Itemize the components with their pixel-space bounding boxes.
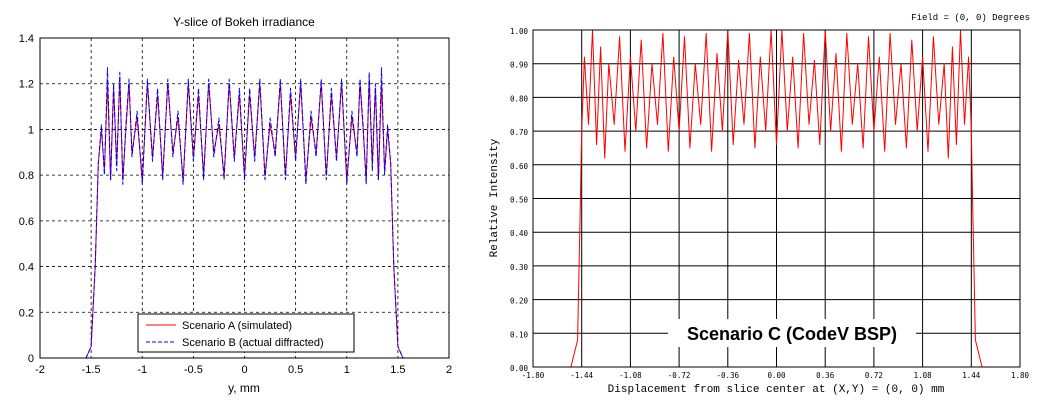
y-tick-label: 0.60 [510,162,529,171]
x-tick-label: 1.44 [962,371,981,380]
legend-label-scenario-b: Scenario B (actual diffracted) [182,337,324,349]
series-line-1 [533,29,1020,368]
x-tick-label: 0.00 [767,371,786,380]
right-x-axis-label: Displacement from slice center at (X,Y) … [608,384,945,396]
y-tick-label: 0.10 [510,330,529,339]
y-tick-label: 0.4 [19,262,34,274]
y-tick-label: 0.00 [510,364,529,373]
right-series-group [533,29,1020,368]
y-tick-label: 0.6 [19,216,34,228]
right-x-tick-labels: -1.80 -1.44 -1.08 -0.72 -0.36 0.00 0.36 0.72 1.0… [522,371,1030,380]
field-note: Field = (0, 0) Degrees [911,13,1030,23]
y-tick-label: 1.2 [19,79,34,91]
left-series-group [70,67,419,359]
legend-label-scenario-a: Scenario A (simulated) [182,320,292,332]
legend-box [137,313,355,353]
right-y-tick-labels: 0.00 0.10 0.20 0.30 0.40 0.50 0.60 0.70 0.80 0.90… [510,27,529,373]
left-plot-frame [39,37,450,359]
series-line-2 [70,67,419,359]
x-tick-label: -1.5 [82,364,101,376]
y-tick-label: 1.00 [510,27,529,36]
y-tick-label: 0.8 [19,170,34,182]
left-chart-title: Y-slice of Bokeh irradiance [173,15,315,29]
x-tick-label: 0 [241,364,247,376]
x-tick-label: 1.5 [390,364,405,376]
y-tick-label: 0.30 [510,263,529,272]
x-tick-label: 1.80 [1011,371,1030,380]
scenario-c-annotation: Scenario C (CodeV BSP) [687,324,897,344]
y-tick-label: 0 [28,353,34,365]
right-gridlines [533,30,1020,367]
x-tick-label: -1.08 [619,371,642,380]
left-y-tick-labels: 0 0.2 0.4 0.6 0.8 1 1.2 1.4 [19,33,34,365]
y-tick-label: 0.40 [510,229,529,238]
x-tick-label: -0.5 [184,364,203,376]
left-x-axis-label: y, mm [228,381,260,395]
left-legend: Scenario A (simulated) Scenario B (actua… [137,313,355,353]
x-tick-label: -0.36 [717,371,740,380]
x-tick-label: -2 [35,364,45,376]
x-tick-label: 0.5 [288,364,303,376]
y-tick-label: 1 [28,124,34,136]
annotation-background [668,319,916,347]
y-tick-label: 0.50 [510,196,529,205]
left-x-tick-labels: -2 -1.5 -1 -0.5 0 0.5 1 1.5 2 [35,364,452,376]
y-tick-label: 0.90 [510,61,529,70]
x-tick-label: 1.08 [914,371,933,380]
x-tick-label: -1 [137,364,147,376]
left-chart: Y-slice of Bokeh irradiance -2 -1.5 -1 -0.5… [19,15,452,395]
right-y-axis-label: Relative Intensity [489,138,501,257]
right-plot-frame [532,29,1021,368]
x-tick-label: -1.44 [570,371,593,380]
y-tick-label: 0.2 [19,307,34,319]
x-tick-label: -1.80 [522,371,545,380]
x-tick-label: -0.72 [668,371,691,380]
x-tick-label: 1 [344,364,350,376]
x-tick-label: 0.36 [816,371,835,380]
y-tick-label: 0.80 [510,94,529,103]
x-tick-label: 0.72 [865,371,883,380]
right-chart: Field = (0, 0) Degrees -1.80 -1.44 -1.08 -0… [489,13,1030,396]
y-tick-label: 0.70 [510,128,529,137]
x-tick-label: 2 [446,364,452,376]
y-tick-label: 1.4 [19,33,34,45]
y-tick-label: 0.20 [510,297,529,306]
